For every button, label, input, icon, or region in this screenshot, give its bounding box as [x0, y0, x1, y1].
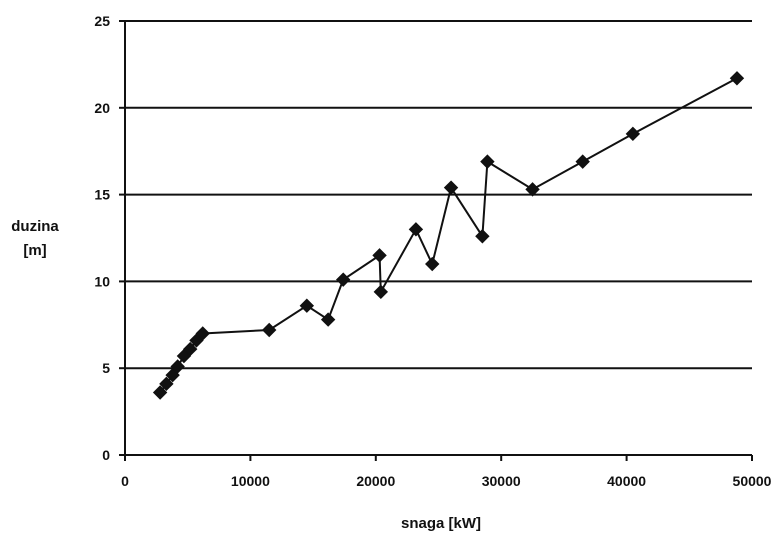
data-point-marker — [373, 284, 389, 300]
data-point-marker — [159, 376, 174, 392]
data-point-marker — [299, 298, 315, 313]
data-point-marker — [475, 229, 490, 244]
data-point-marker — [152, 385, 168, 400]
y-tick-label: 25 — [94, 13, 110, 29]
x-tick-label: 30000 — [482, 473, 521, 489]
y-tick-labels: 0 5 10 15 20 25 — [94, 13, 110, 463]
data-point-marker — [195, 326, 210, 341]
x-tick-label: 40000 — [607, 473, 646, 489]
data-point-marker — [183, 341, 198, 357]
data-point-marker — [480, 154, 495, 169]
data-series — [152, 71, 745, 400]
data-point-marker — [443, 180, 459, 195]
data-point-marker — [372, 248, 387, 263]
y-tick-label: 0 — [102, 447, 110, 463]
y-tick-label: 20 — [94, 100, 110, 116]
y-axis-title-line-1: duzina — [11, 218, 59, 235]
y-tick-label: 10 — [94, 273, 110, 289]
data-point-marker — [729, 71, 745, 86]
series-line — [159, 77, 738, 394]
axes — [124, 21, 752, 456]
data-point-marker — [425, 256, 440, 272]
x-axis-title: snaga [kW] — [401, 515, 481, 532]
data-point-marker — [525, 182, 540, 197]
data-point-marker — [170, 359, 185, 374]
x-tick-labels: 0 10000 20000 30000 40000 50000 — [121, 473, 772, 489]
x-tick-label: 0 — [121, 473, 129, 489]
x-tick-label: 50000 — [733, 473, 772, 489]
data-point-marker — [575, 154, 590, 169]
data-point-marker — [320, 312, 336, 327]
x-tick-label: 10000 — [231, 473, 270, 489]
y-tick-label: 5 — [102, 360, 110, 376]
data-point-marker — [262, 322, 277, 338]
y-axis-title-line-2: [m] — [23, 242, 46, 259]
x-tick-label: 20000 — [356, 473, 395, 489]
y-tick-label: 15 — [94, 187, 110, 203]
data-point-marker — [408, 222, 424, 237]
data-point-marker — [625, 126, 641, 142]
data-point-marker — [335, 272, 351, 287]
grid-lines — [119, 20, 753, 461]
